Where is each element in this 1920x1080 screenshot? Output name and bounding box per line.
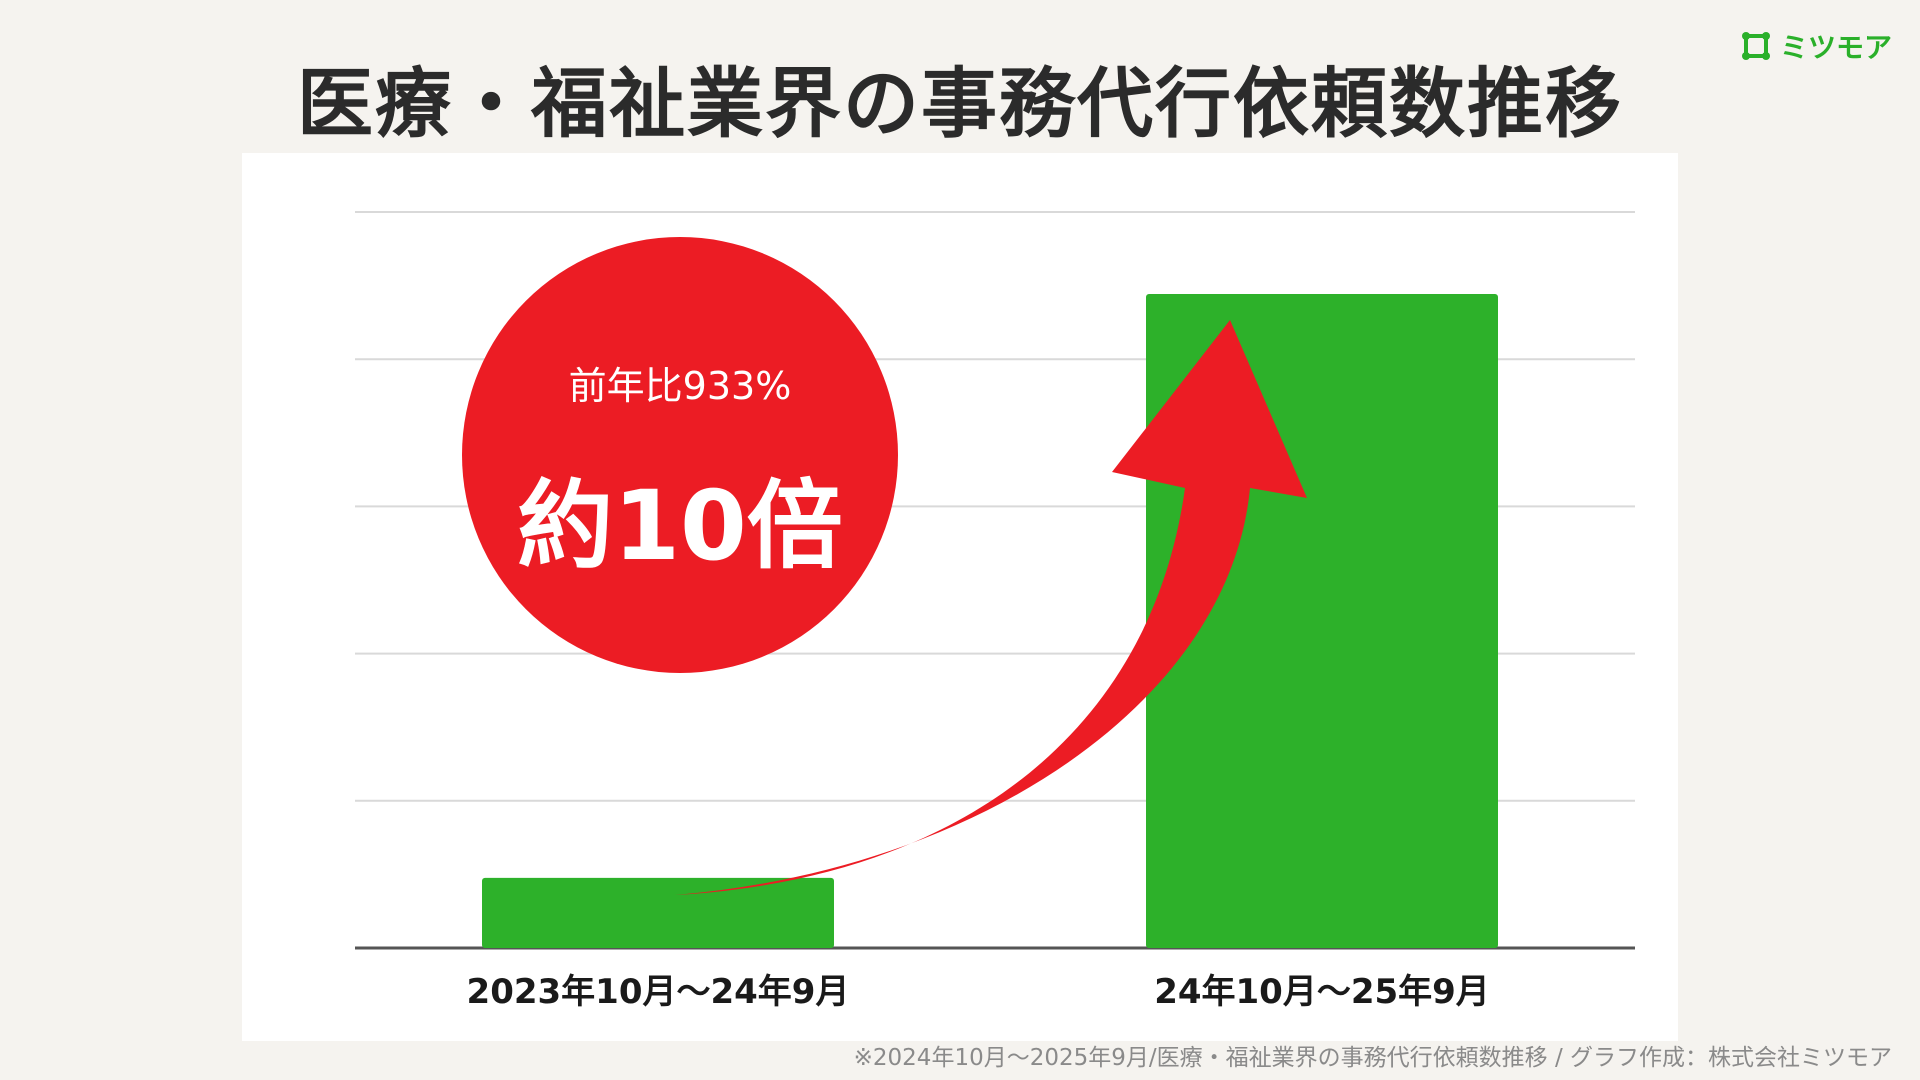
chart-x-tick-labels: 2023年10月～24年9月 24年10月～25年9月 <box>467 972 1490 1012</box>
x-tick-label-1: 2023年10月～24年9月 <box>467 972 850 1012</box>
x-tick-label-2: 24年10月～25年9月 <box>1154 972 1490 1012</box>
growth-badge-ratio: 前年比933% <box>568 364 792 408</box>
brand-logo: ミツモア <box>1740 28 1892 64</box>
bar-1 <box>482 877 834 948</box>
brand-mark-icon <box>1741 32 1770 60</box>
growth-arrow <box>675 320 1307 895</box>
growth-badge <box>462 237 898 673</box>
page-title: 医療・福祉業界の事務代行依頼数推移 <box>297 59 1623 148</box>
growth-badge-multiplier: 約10倍 <box>517 470 843 582</box>
brand-name: ミツモア <box>1779 31 1892 64</box>
source-footnote: ※2024年10月～2025年9月/医療・福祉業界の事務代行依頼数推移 / グラ… <box>853 1045 1892 1071</box>
